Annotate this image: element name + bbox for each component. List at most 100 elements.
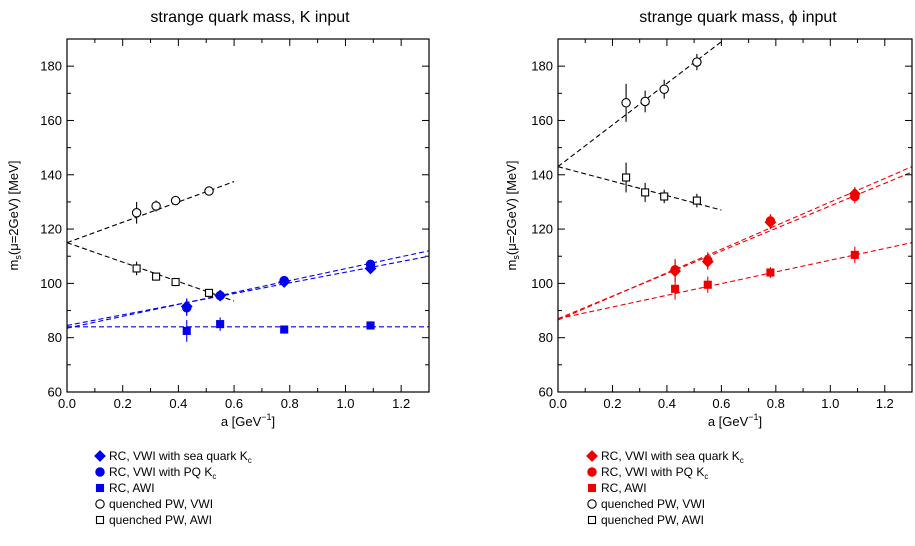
series-5 [132,261,214,297]
series-4 [621,53,702,122]
data-point [216,320,225,329]
data-point [703,255,713,266]
y-tick-label: 120 [40,222,62,237]
legend-marker [95,483,105,493]
x-tick-label: 1.0 [336,396,354,411]
legend-marker [587,499,597,509]
data-point [279,275,289,286]
data-point [170,195,181,206]
y-tick-label: 60 [48,385,62,400]
x-axis-label: a [GeV−1] [221,412,275,429]
data-point [660,192,669,201]
data-point [659,84,669,94]
y-axis-label: ms(μ=2GeV) [MeV] [504,161,521,271]
legend-label: RC, VWI with sea quark Kc [601,449,744,465]
legend-marker [95,499,105,509]
x-tick-label: 0.2 [603,396,621,411]
data-point [640,96,650,107]
y-axis-label: ms(μ=2GeV) [MeV] [6,161,23,271]
data-point [171,277,180,287]
data-point [671,284,680,293]
plot-frame [557,38,913,393]
legend-marker [587,483,597,493]
data-point [692,57,702,67]
legend-marker [587,467,597,477]
y-tick-label: 80 [48,330,62,345]
y-tick-label: 100 [40,276,62,291]
legend-marker [587,515,597,525]
series-3 [671,246,859,300]
y-tick-label: 140 [531,167,553,182]
legend-marker [94,450,106,462]
legend-marker [95,467,105,477]
data-point [181,303,192,313]
data-point [204,288,214,297]
data-point [641,188,650,197]
fit-lines [558,41,912,321]
legend-label: RC, VWI with PQ Kc [601,465,708,481]
data-point [215,290,225,301]
data-point [621,98,631,108]
x-tick-label: 0.6 [712,396,730,411]
data-point [692,196,701,205]
x-tick-label: 0.0 [58,396,76,411]
series-2 [670,189,860,281]
data-point [765,216,776,226]
chart-title: strange quark mass, K input [150,9,350,26]
x-axis-label: a [GeV−1] [708,412,762,429]
data-point [182,326,191,335]
y-tick-label: 80 [539,330,553,345]
y-tick-label: 120 [531,222,553,237]
fit-line [558,242,912,320]
series-2 [181,259,376,316]
data-point [204,186,214,196]
chart-title: strange quark mass, ϕ input [639,9,837,26]
y-tick-label: 160 [531,113,553,128]
x-tick-label: 0.8 [281,396,299,411]
x-tick-label: 0.4 [658,396,676,411]
data-point [131,208,142,218]
legend-label: quenched PW, AWI [601,513,704,527]
x-tick-label: 1.2 [392,396,410,411]
x-tick-label: 0.2 [114,396,132,411]
series-3 [182,317,375,342]
chart-panel-1: strange quark mass, K input 0.0 0.2 0.4 0.6 0… [6,9,430,527]
chart-panel-2: strange quark mass, ϕ input 0.0 0.2 0.4 0.6 0… [504,9,913,527]
plot-frame [66,38,430,393]
y-tick-label: 180 [531,59,553,74]
data-point [280,325,289,334]
y-tick-label: 180 [40,59,62,74]
data-point [151,201,161,211]
fit-lines [67,181,429,329]
legend-marker [95,515,105,525]
x-tick-label: 0.6 [225,396,243,411]
legend-label: RC, VWI with sea quark Kc [109,449,252,465]
series-4 [131,186,214,224]
legend-label: quenched PW, VWI [109,497,213,511]
y-tick-label: 160 [40,113,62,128]
x-tick-label: 1.2 [876,396,894,411]
data-point [703,280,712,289]
legend-label: quenched PW, AWI [109,513,212,527]
legend-label: RC, VWI with PQ Kc [109,465,216,481]
data-point [622,173,631,182]
x-tick-label: 0.0 [549,396,567,411]
legend-label: RC, AWI [601,481,647,495]
data-point [850,191,860,202]
data-point [365,259,376,270]
data-point [152,272,161,281]
legend-label: quenched PW, VWI [601,497,705,511]
data-point [132,264,141,273]
legend-label: RC, AWI [109,481,155,495]
data-point [670,265,680,275]
data-point [850,250,859,259]
data-point [766,268,775,277]
x-tick-label: 0.8 [767,396,785,411]
y-tick-label: 60 [539,385,553,400]
y-tick-label: 140 [40,167,62,182]
series-5 [622,162,701,208]
data-point [366,321,375,330]
